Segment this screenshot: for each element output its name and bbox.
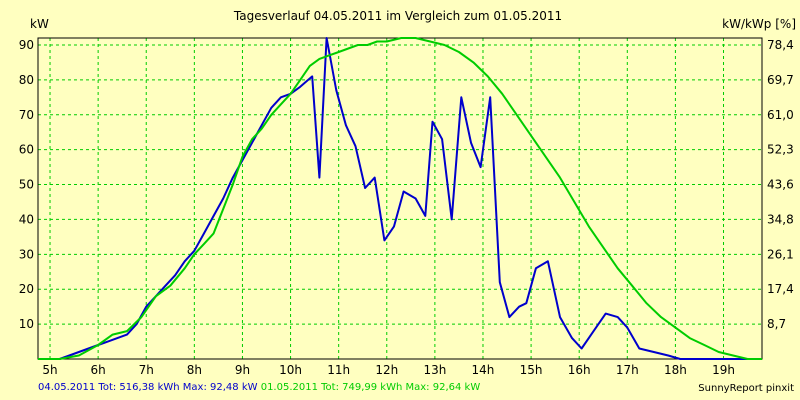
x-tick-label: 7h bbox=[139, 363, 154, 377]
y-tick-label-left: 20 bbox=[19, 282, 34, 296]
y-tick-label-left: 90 bbox=[19, 38, 34, 52]
y-tick-label-left: 30 bbox=[19, 247, 34, 261]
x-tick-label: 6h bbox=[91, 363, 106, 377]
x-tick-label: 19h bbox=[712, 363, 735, 377]
x-tick-label: 15h bbox=[520, 363, 543, 377]
x-tick-label: 8h bbox=[187, 363, 202, 377]
chart-title: Tagesverlauf 04.05.2011 im Vergleich zum… bbox=[233, 9, 562, 23]
x-tick-label: 12h bbox=[375, 363, 398, 377]
y-tick-label-left: 70 bbox=[19, 108, 34, 122]
y-tick-label-right: 34,8 bbox=[767, 212, 794, 226]
y-tick-label-left: 40 bbox=[19, 212, 34, 226]
chart-credit: SunnyReport pinxit bbox=[698, 383, 794, 394]
footer-series1-summary: 04.05.2011 Tot: 516,38 kWh Max: 92,48 kW bbox=[38, 382, 258, 393]
y-tick-label-left: 60 bbox=[19, 143, 34, 157]
y-axis-label-left: kW bbox=[30, 17, 49, 31]
x-tick-label: 18h bbox=[664, 363, 687, 377]
x-tick-label: 10h bbox=[279, 363, 302, 377]
x-tick-label: 11h bbox=[327, 363, 350, 377]
chart-footer: 04.05.2011 Tot: 516,38 kWh Max: 92,48 kW… bbox=[38, 382, 480, 393]
footer-series2-summary: 01.05.2011 Tot: 749,99 kWh Max: 92,64 kW bbox=[260, 382, 481, 393]
y-tick-label-right: 8,7 bbox=[767, 317, 786, 331]
y-tick-label-left: 10 bbox=[19, 317, 34, 331]
x-tick-label: 13h bbox=[423, 363, 446, 377]
x-tick-label: 9h bbox=[235, 363, 250, 377]
y-axis-label-right: kW/kWp [%] bbox=[722, 17, 796, 31]
x-tick-label: 14h bbox=[472, 363, 495, 377]
x-tick-label: 5h bbox=[42, 363, 57, 377]
plot-area bbox=[38, 38, 762, 359]
y-tick-label-right: 61,0 bbox=[767, 108, 794, 122]
series-line-2 bbox=[38, 37, 762, 360]
y-tick-label-right: 17,4 bbox=[767, 282, 794, 296]
y-tick-label-right: 78,4 bbox=[767, 38, 794, 52]
y-tick-label-right: 26,1 bbox=[767, 247, 794, 261]
y-tick-label-left: 80 bbox=[19, 73, 34, 87]
y-tick-label-right: 43,6 bbox=[767, 178, 794, 192]
x-tick-label: 17h bbox=[616, 363, 639, 377]
series-line-1 bbox=[38, 37, 762, 360]
y-tick-label-right: 52,3 bbox=[767, 143, 794, 157]
y-tick-label-left: 50 bbox=[19, 178, 34, 192]
x-tick-label: 16h bbox=[568, 363, 591, 377]
y-tick-label-right: 69,7 bbox=[767, 73, 794, 87]
